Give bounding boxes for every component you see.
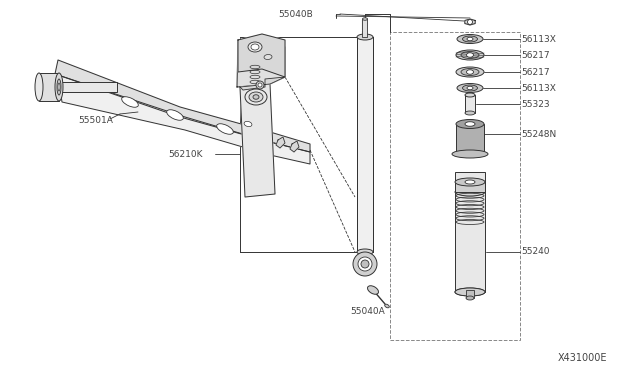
Ellipse shape <box>461 68 479 76</box>
Text: 55040A: 55040A <box>350 308 385 317</box>
Ellipse shape <box>357 249 373 255</box>
Ellipse shape <box>457 35 483 44</box>
Ellipse shape <box>466 296 474 300</box>
Ellipse shape <box>465 122 475 126</box>
Ellipse shape <box>217 124 234 134</box>
Ellipse shape <box>385 304 389 308</box>
Ellipse shape <box>467 53 474 57</box>
Text: 56217: 56217 <box>521 67 550 77</box>
Ellipse shape <box>465 111 475 115</box>
Bar <box>357 37 373 252</box>
Ellipse shape <box>467 37 473 41</box>
Text: 55323: 55323 <box>521 99 550 109</box>
Text: 55040B: 55040B <box>278 10 313 19</box>
Ellipse shape <box>455 288 485 296</box>
Ellipse shape <box>264 54 272 60</box>
Ellipse shape <box>367 286 378 294</box>
Polygon shape <box>238 34 285 77</box>
Circle shape <box>353 252 377 276</box>
Circle shape <box>258 83 262 87</box>
Ellipse shape <box>244 121 252 126</box>
Text: 56217: 56217 <box>521 51 550 60</box>
Polygon shape <box>276 137 285 148</box>
Bar <box>456 124 484 154</box>
Ellipse shape <box>249 92 263 102</box>
Circle shape <box>361 260 369 268</box>
Ellipse shape <box>248 42 262 52</box>
Polygon shape <box>465 19 475 25</box>
Text: 55248N: 55248N <box>521 129 556 138</box>
Text: 56210K: 56210K <box>168 150 202 158</box>
Ellipse shape <box>455 178 485 186</box>
Polygon shape <box>55 74 310 164</box>
Bar <box>465 95 475 113</box>
Polygon shape <box>237 40 285 87</box>
Text: 56113X: 56113X <box>521 83 556 93</box>
Ellipse shape <box>452 150 488 158</box>
Ellipse shape <box>456 119 484 128</box>
Polygon shape <box>240 84 275 197</box>
Ellipse shape <box>461 51 479 58</box>
Ellipse shape <box>457 83 483 93</box>
Ellipse shape <box>467 86 473 90</box>
Ellipse shape <box>455 188 485 196</box>
Bar <box>357 37 373 252</box>
Ellipse shape <box>456 67 484 77</box>
Text: 55240: 55240 <box>521 247 550 257</box>
Bar <box>59 82 117 92</box>
Ellipse shape <box>253 95 259 99</box>
Ellipse shape <box>245 89 267 105</box>
Ellipse shape <box>35 73 43 101</box>
Ellipse shape <box>58 83 60 91</box>
Ellipse shape <box>57 79 61 95</box>
Bar <box>455 172 485 292</box>
Bar <box>362 19 367 37</box>
Text: X431000E: X431000E <box>558 353 607 363</box>
Ellipse shape <box>166 110 183 120</box>
Ellipse shape <box>465 93 475 97</box>
Polygon shape <box>240 77 285 90</box>
Text: 56113X: 56113X <box>521 35 556 44</box>
Bar <box>455 182 485 192</box>
Ellipse shape <box>467 70 474 74</box>
Ellipse shape <box>456 50 484 60</box>
Ellipse shape <box>122 97 138 107</box>
Bar <box>466 290 474 298</box>
Text: 55501A: 55501A <box>78 115 113 125</box>
Bar <box>39 73 59 101</box>
Circle shape <box>358 257 372 271</box>
Circle shape <box>467 19 472 25</box>
Ellipse shape <box>463 85 477 91</box>
Bar <box>390 32 520 340</box>
Ellipse shape <box>357 34 373 40</box>
Polygon shape <box>290 141 299 152</box>
Ellipse shape <box>362 18 367 20</box>
Ellipse shape <box>465 180 475 184</box>
Ellipse shape <box>55 73 63 101</box>
Polygon shape <box>55 60 310 152</box>
Ellipse shape <box>455 288 485 296</box>
Circle shape <box>256 81 264 89</box>
Ellipse shape <box>251 44 259 50</box>
Ellipse shape <box>463 36 477 42</box>
